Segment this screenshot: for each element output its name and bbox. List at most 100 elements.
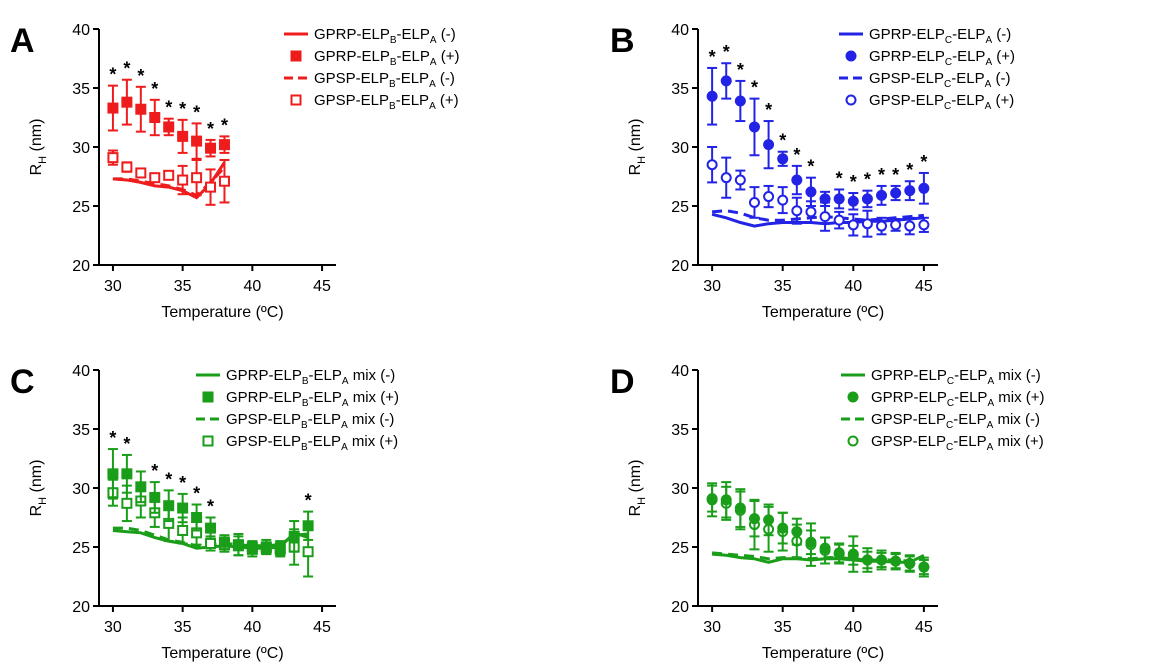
significance-star: *: [123, 59, 130, 79]
series-filled-point: [163, 121, 175, 133]
series-filled-point: [302, 520, 314, 532]
series-open-point: [777, 194, 789, 206]
series-open-point: [706, 159, 718, 171]
y-tick-label: 30: [671, 481, 689, 498]
legend: GPRP-ELPC-ELPA (-)GPRP-ELPC-ELPA (+) GPSP…: [839, 26, 1015, 112]
x-tick-label: 40: [243, 278, 261, 295]
series-filled-point: [833, 547, 845, 559]
legend-label: GPSP-ELPC-ELPA (+): [869, 92, 1014, 112]
series-filled-point: [819, 542, 831, 554]
series-open-point: [720, 172, 732, 184]
x-tick-label: 35: [174, 278, 192, 295]
series-filled-point: [876, 189, 888, 201]
series-filled-point: [734, 502, 746, 514]
series-filled-point: [163, 500, 175, 512]
series-filled-point: [904, 558, 916, 570]
series-filled-point: [791, 526, 803, 538]
series-open-point: [163, 169, 175, 181]
series-filled-point: [918, 182, 930, 194]
legend-label: GPRP-ELPB-ELPA (-): [314, 26, 456, 46]
series-filled-point: [205, 142, 217, 154]
significance-star: *: [878, 165, 885, 185]
legend-label: GPSP-ELPB-ELPA (+): [314, 92, 459, 112]
significance-star: *: [751, 78, 758, 98]
series-filled-point: [274, 542, 286, 554]
series-filled-point: [121, 96, 133, 108]
significance-star: *: [723, 42, 730, 62]
series-filled-point: [149, 112, 161, 123]
series-open-point: [763, 191, 775, 203]
x-axis-label: Temperature (ºC): [762, 304, 884, 321]
series-filled-point: [833, 193, 845, 205]
legend-swatch-marker: [290, 94, 302, 106]
legend-swatch-marker: [847, 435, 859, 447]
significance-star: *: [709, 47, 716, 67]
significance-star: *: [906, 160, 913, 180]
y-tick-label: 35: [72, 422, 90, 439]
series-filled-point: [135, 103, 147, 115]
legend: GPRP-ELPB-ELPA (-)GPRP-ELPB-ELPA (+)GPSP…: [284, 26, 459, 112]
significance-star: *: [793, 145, 800, 165]
series-open-point: [734, 174, 746, 186]
x-tick-label: 35: [774, 619, 792, 636]
legend-swatch-marker: [845, 50, 857, 62]
series-filled-point: [246, 541, 258, 553]
y-tick-label: 25: [72, 199, 90, 216]
legend: GPRP-ELPB-ELPA mix (-)GPRP-ELPB-ELPA mix…: [196, 367, 399, 453]
series-filled-point: [904, 185, 916, 197]
series-line-solid: [711, 212, 925, 228]
panel-label: B: [610, 22, 635, 60]
series-filled-point: [191, 512, 203, 523]
series-filled-point: [121, 468, 133, 480]
significance-star: *: [151, 79, 158, 99]
x-tick-label: 40: [243, 619, 261, 636]
legend-swatch-marker: [290, 50, 302, 62]
series-open-point: [847, 219, 859, 231]
x-tick-label: 30: [104, 278, 122, 295]
x-tick-label: 30: [104, 619, 122, 636]
significance-star: *: [779, 131, 786, 151]
legend-label: GPRP-ELPC-ELPA (-): [869, 26, 1011, 46]
significance-star: *: [193, 102, 200, 122]
legend-swatch-marker: [847, 391, 859, 403]
legend-label: GPRP-ELPB-ELPA (+): [314, 48, 459, 68]
x-tick-label: 35: [774, 278, 792, 295]
series-filled-point: [177, 502, 189, 514]
series-filled-point: [260, 541, 272, 553]
legend-label: GPSP-ELPB-ELPA mix (-): [226, 411, 394, 431]
legend-label: GPRP-ELPB-ELPA mix (-): [226, 367, 395, 387]
legend-label: GPSP-ELPC-ELPA mix (+): [871, 433, 1044, 453]
legend-label: GPSP-ELPB-ELPA (-): [314, 70, 455, 90]
y-tick-label: 20: [72, 258, 90, 275]
series-line-dashed: [711, 551, 925, 563]
series-open-point: [121, 497, 133, 509]
x-tick-label: 45: [915, 619, 933, 636]
x-tick-label: 30: [703, 619, 721, 636]
panel-a: A 20 25 30 35 40 30 35 40 45 Temperature (ºC) RH (n…: [10, 22, 459, 321]
legend-label: GPRP-ELPC-ELPA (+): [869, 48, 1015, 68]
x-tick-label: 40: [844, 278, 862, 295]
significance-star: *: [207, 119, 214, 139]
series-filled-point: [720, 494, 732, 506]
significance-star: *: [920, 152, 927, 172]
x-tick-label: 45: [313, 278, 331, 295]
series-open-point: [302, 546, 314, 558]
series-open-point: [149, 172, 161, 184]
series-open-point: [107, 152, 119, 164]
y-tick-label: 25: [72, 540, 90, 557]
significance-star: *: [305, 491, 312, 511]
significance-star: *: [765, 100, 772, 120]
y-tick-label: 25: [671, 540, 689, 557]
y-tick-label: 30: [671, 140, 689, 157]
y-tick-label: 20: [72, 599, 90, 616]
significance-star: *: [207, 497, 214, 517]
panel-d: D 20 25 30 35 40 30 35 40 45 Temperature (ºC) RH (n…: [610, 363, 1045, 662]
series-open-point: [861, 218, 873, 230]
series-filled-point: [205, 522, 217, 534]
series-filled-point: [861, 554, 873, 566]
series-open-point: [177, 174, 189, 186]
series-filled-point: [763, 514, 775, 526]
y-tick-label: 35: [671, 81, 689, 98]
series-line-dashed: [711, 209, 925, 222]
